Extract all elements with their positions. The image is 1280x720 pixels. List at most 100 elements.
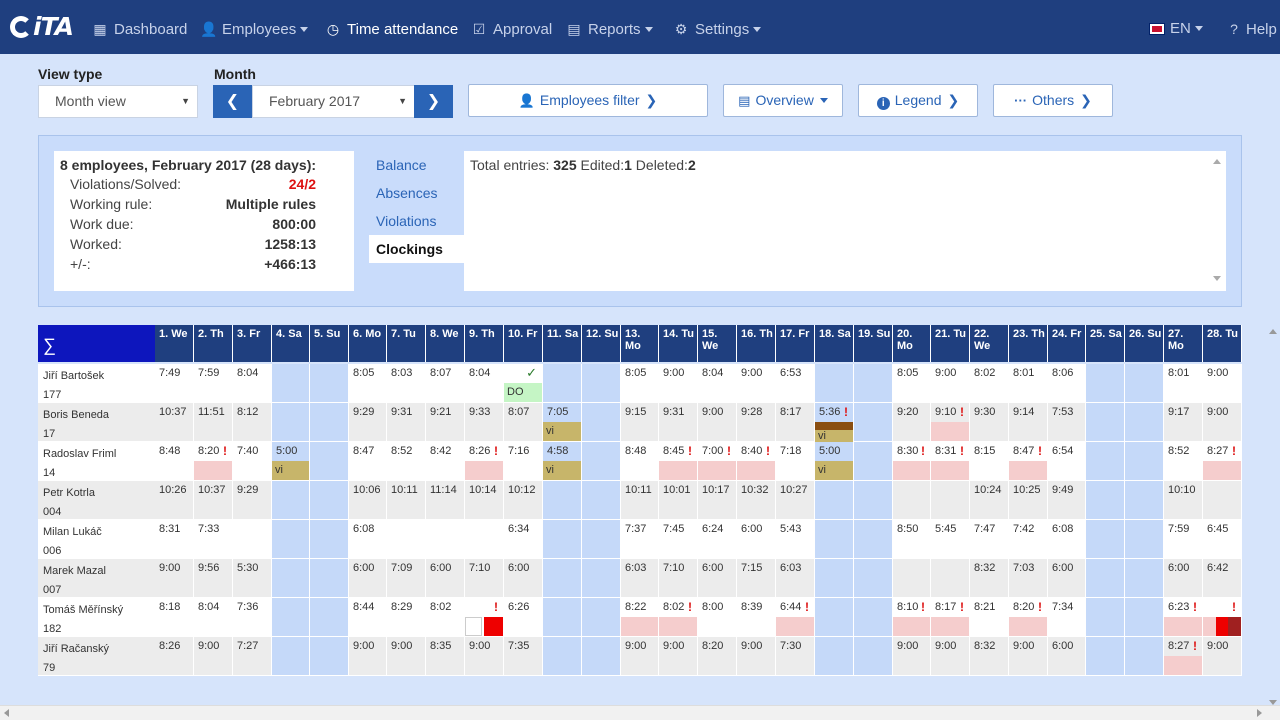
day-cell[interactable] xyxy=(465,520,504,559)
day-cell[interactable]: 9:00 xyxy=(1203,364,1242,403)
day-cell[interactable] xyxy=(1125,559,1164,598)
day-cell[interactable] xyxy=(310,559,349,598)
day-cell[interactable]: 8:01 xyxy=(1009,364,1048,403)
day-cell[interactable] xyxy=(854,637,893,676)
content-scrollbar[interactable] xyxy=(1213,159,1222,281)
language-selector[interactable]: EN xyxy=(1149,0,1203,54)
day-header[interactable]: 27. Mo xyxy=(1164,325,1203,362)
next-month-button[interactable]: ❯ xyxy=(414,85,453,118)
day-header[interactable]: 10. Fr xyxy=(504,325,543,362)
day-cell[interactable] xyxy=(1086,520,1125,559)
day-cell[interactable]: 9:29 xyxy=(349,403,387,442)
day-cell[interactable] xyxy=(854,442,893,481)
day-cell[interactable]: 7:10 xyxy=(465,559,504,598)
day-cell[interactable]: 8:39 xyxy=(737,598,776,637)
day-header[interactable]: 14. Tu xyxy=(659,325,698,362)
day-cell[interactable]: 8:29 xyxy=(387,598,426,637)
day-cell[interactable]: 9:00 xyxy=(1203,637,1242,676)
day-cell[interactable]: 9:00 xyxy=(698,403,737,442)
day-cell[interactable]: 5:30 xyxy=(233,559,272,598)
day-cell[interactable]: 8:17 xyxy=(776,403,815,442)
day-header[interactable]: 15. We xyxy=(698,325,737,362)
day-cell[interactable]: 8:04 xyxy=(698,364,737,403)
day-cell[interactable] xyxy=(543,364,582,403)
day-cell[interactable]: 7:27 xyxy=(233,637,272,676)
day-cell[interactable] xyxy=(387,520,426,559)
day-cell[interactable] xyxy=(815,637,854,676)
day-cell[interactable]: 6:00 xyxy=(1164,559,1203,598)
day-cell[interactable]: 6:00 xyxy=(349,559,387,598)
day-cell[interactable]: 9:00 xyxy=(155,559,194,598)
day-cell[interactable]: 8:20 xyxy=(698,637,737,676)
day-cell[interactable] xyxy=(854,403,893,442)
day-cell[interactable]: 8:40! xyxy=(737,442,776,481)
day-cell[interactable]: 7:00! xyxy=(698,442,737,481)
day-cell[interactable] xyxy=(1086,637,1125,676)
day-cell[interactable]: 9:00 xyxy=(621,637,659,676)
day-cell[interactable] xyxy=(854,520,893,559)
day-cell[interactable]: 8:31 xyxy=(155,520,194,559)
day-cell[interactable]: 5:36! vi xyxy=(815,403,854,442)
day-cell[interactable]: 6:44! xyxy=(776,598,815,637)
day-cell[interactable]: 8:26! xyxy=(465,442,504,481)
day-cell[interactable]: 7:34 xyxy=(1048,598,1086,637)
day-cell[interactable]: 8:31! xyxy=(931,442,970,481)
day-cell[interactable]: 9:00 xyxy=(465,637,504,676)
day-cell[interactable]: 9:00 xyxy=(659,637,698,676)
help-link[interactable]: ? Help xyxy=(1226,0,1277,54)
day-header[interactable]: 13. Mo xyxy=(621,325,659,362)
employee-name-cell[interactable]: Jiří Račanský 79 xyxy=(38,637,155,676)
day-cell[interactable]: 9:00 xyxy=(737,637,776,676)
day-cell[interactable]: 8:47 xyxy=(349,442,387,481)
day-cell[interactable] xyxy=(310,481,349,520)
day-cell[interactable]: 9:00 xyxy=(1009,637,1048,676)
day-cell[interactable]: 10:27 xyxy=(776,481,815,520)
day-cell[interactable] xyxy=(543,637,582,676)
day-cell[interactable]: 8:00 xyxy=(698,598,737,637)
day-cell[interactable]: ! xyxy=(465,598,504,637)
day-cell[interactable]: 8:04 xyxy=(194,598,233,637)
day-cell[interactable]: 9:29 xyxy=(233,481,272,520)
day-cell[interactable]: 8:04 xyxy=(465,364,504,403)
day-cell[interactable]: 9:00 xyxy=(893,637,931,676)
day-cell[interactable] xyxy=(815,559,854,598)
day-cell[interactable]: 7:03 xyxy=(1009,559,1048,598)
day-cell[interactable]: 6:08 xyxy=(1048,520,1086,559)
day-cell[interactable]: 9:00 xyxy=(931,637,970,676)
day-cell[interactable] xyxy=(272,481,310,520)
day-cell[interactable] xyxy=(893,559,931,598)
day-cell[interactable] xyxy=(893,481,931,520)
day-cell[interactable]: 8:05 xyxy=(349,364,387,403)
day-cell[interactable]: 4:58 vi xyxy=(543,442,582,481)
nav-approval[interactable]: ☑ Approval xyxy=(471,0,552,54)
day-cell[interactable] xyxy=(426,520,465,559)
day-cell[interactable] xyxy=(543,481,582,520)
day-cell[interactable]: 9:20 xyxy=(893,403,931,442)
day-cell[interactable]: 8:52 xyxy=(1164,442,1203,481)
day-header[interactable]: 25. Sa xyxy=(1086,325,1125,362)
day-cell[interactable]: 7:37 xyxy=(621,520,659,559)
view-type-select[interactable]: Month view ▼ xyxy=(38,85,198,118)
day-cell[interactable] xyxy=(815,364,854,403)
day-cell[interactable]: 6:03 xyxy=(621,559,659,598)
day-header[interactable]: 4. Sa xyxy=(272,325,310,362)
day-cell[interactable]: 8:05 xyxy=(621,364,659,403)
day-cell[interactable] xyxy=(1086,598,1125,637)
day-cell[interactable] xyxy=(310,637,349,676)
day-cell[interactable]: 10:11 xyxy=(621,481,659,520)
day-cell[interactable]: 5:00 vi xyxy=(815,442,854,481)
day-header[interactable]: 16. Th xyxy=(737,325,776,362)
day-cell[interactable]: 6:45 xyxy=(1203,520,1242,559)
day-cell[interactable] xyxy=(815,520,854,559)
day-cell[interactable] xyxy=(272,598,310,637)
employee-name-cell[interactable]: Marek Mazal 007 xyxy=(38,559,155,598)
employee-name-cell[interactable]: Milan Lukáč 006 xyxy=(38,520,155,559)
day-cell[interactable]: 7:47 xyxy=(970,520,1009,559)
day-cell[interactable]: 6:00 xyxy=(698,559,737,598)
day-cell[interactable]: 5:43 xyxy=(776,520,815,559)
day-cell[interactable]: 9:31 xyxy=(659,403,698,442)
day-cell[interactable] xyxy=(310,364,349,403)
day-header[interactable]: 21. Tu xyxy=(931,325,970,362)
day-cell[interactable] xyxy=(582,481,621,520)
day-cell[interactable]: 8:18 xyxy=(155,598,194,637)
